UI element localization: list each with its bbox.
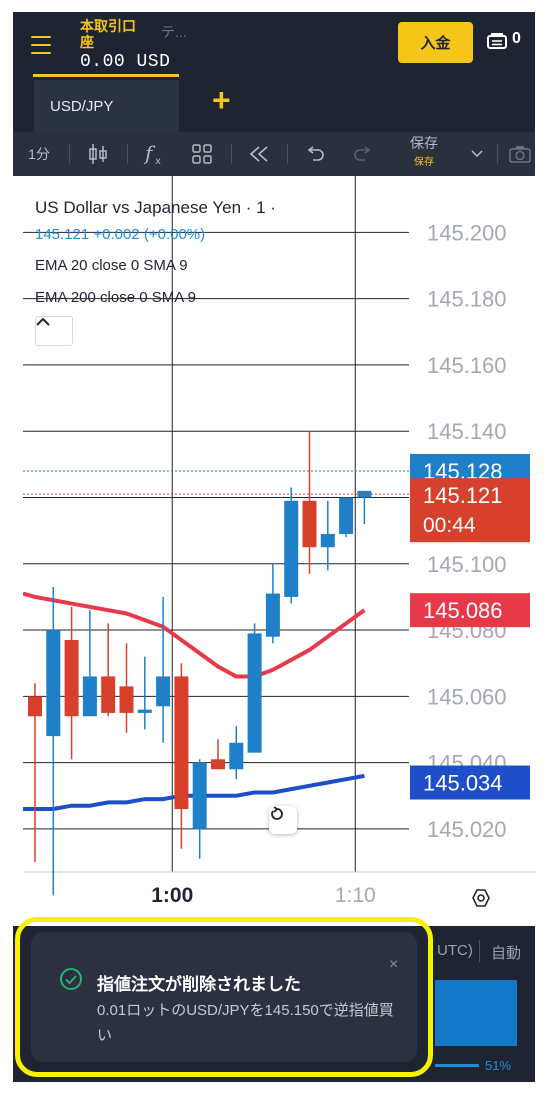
orders-icon[interactable]	[487, 33, 507, 49]
ema200-path	[23, 773, 365, 812]
ema200-line	[23, 773, 365, 812]
account-name[interactable]: 本取引口座	[80, 18, 136, 50]
candle-body	[339, 497, 354, 534]
toolbar-divider	[69, 144, 70, 164]
chart-canvas[interactable]: 145.200145.180145.160145.140145.120145.1…	[23, 176, 535, 926]
countdown-label: 00:44	[423, 514, 476, 537]
price-label-text: 145.121	[423, 483, 503, 508]
deposit-button[interactable]: 入金	[398, 22, 473, 63]
replay-rewind-icon[interactable]	[243, 132, 275, 176]
undo-icon[interactable]	[299, 132, 331, 176]
hamburger-menu-icon[interactable]	[31, 36, 51, 56]
price-label-box	[410, 593, 530, 628]
orders-count: 0	[512, 30, 521, 47]
account-active-indicator	[33, 74, 179, 77]
candle-body	[137, 709, 152, 713]
save-status: 保存	[414, 157, 434, 168]
chart-grid	[23, 176, 535, 873]
candle-body	[229, 742, 244, 770]
buy-button[interactable]	[435, 980, 517, 1046]
candle-body	[119, 686, 134, 713]
candle-body	[302, 500, 317, 548]
candle-body	[320, 533, 335, 548]
chart-settings-icon[interactable]	[471, 888, 495, 912]
ema20-line	[23, 591, 366, 679]
candle-body	[64, 640, 79, 717]
notification-toast: 指値注文が削除されました 0.01ロットのUSD/JPYを145.150で逆指値…	[31, 932, 417, 1062]
price-chart[interactable]: 145.200145.180145.160145.140145.120145.1…	[23, 176, 535, 926]
time-axis[interactable]: 1:00 1:10	[151, 884, 375, 907]
y-tick-label: 145.180	[427, 287, 507, 312]
toolbar-divider	[497, 144, 498, 164]
x-tick-label: 1:10	[335, 884, 376, 907]
toolbar-divider	[287, 144, 288, 164]
candle-type-icon[interactable]	[81, 132, 115, 176]
legend-collapse-button[interactable]	[35, 316, 73, 346]
account-balance: 0.00 USD	[80, 52, 171, 72]
save-button[interactable]: 保存	[410, 135, 438, 151]
toast-highlight-frame	[15, 917, 433, 1077]
bottom-divider	[479, 940, 480, 962]
y-tick-label: 145.160	[427, 353, 507, 378]
sentiment-percent: 51%	[485, 1058, 512, 1073]
candle-body	[46, 630, 61, 737]
chevron-up-icon	[36, 317, 50, 326]
price-label-box	[410, 765, 530, 800]
toast-message: 0.01ロットのUSD/JPYを145.150で逆指値買い	[97, 1002, 394, 1044]
candle-body	[192, 762, 207, 829]
camera-icon[interactable]	[507, 132, 533, 176]
reset-chart-button[interactable]	[269, 806, 297, 834]
legend-ema200[interactable]: EMA 200 close 0 SMA 9	[35, 289, 196, 306]
legend-symbol-title[interactable]: US Dollar vs Japanese Yen · 1 ·	[35, 198, 276, 217]
price-label-text: 145.034	[423, 771, 503, 796]
sentiment-bar	[435, 1064, 479, 1067]
legend-price-change: 145.121 +0.002 (+0.00%)	[35, 226, 206, 243]
candle-body	[156, 676, 171, 707]
candle-body	[82, 676, 97, 717]
candles	[28, 431, 372, 896]
y-tick-label: 145.200	[427, 220, 507, 245]
legend-ema20[interactable]: EMA 20 close 0 SMA 9	[35, 257, 188, 274]
ema20-path	[23, 591, 366, 679]
candle-body	[284, 500, 299, 597]
toolbar-divider	[127, 144, 128, 164]
templates-grid-icon[interactable]	[187, 132, 217, 176]
top-header: 本取引口座 テ... 0.00 USD 入金 0 USD/JPY +	[13, 12, 535, 132]
price-label-box	[410, 478, 530, 543]
candle-body	[265, 593, 280, 637]
account-tab-secondary[interactable]: テ...	[161, 24, 187, 40]
y-tick-label: 145.140	[427, 419, 507, 444]
interval-selector[interactable]: 1分	[28, 146, 50, 162]
symbol-tab-usdjpy[interactable]: USD/JPY	[34, 80, 179, 132]
toast-title: 指値注文が削除されました	[97, 975, 301, 994]
reset-icon	[271, 806, 283, 820]
close-icon[interactable]: ×	[389, 956, 399, 973]
check-circle-icon	[60, 968, 82, 990]
candle-body	[247, 633, 262, 753]
toolbar-divider	[231, 144, 232, 164]
auto-scale-button[interactable]: 自動	[491, 945, 522, 962]
candle-body	[28, 696, 42, 717]
y-tick-label: 145.100	[427, 552, 507, 577]
svg-text:x: x	[155, 156, 161, 166]
y-tick-label: 145.060	[427, 684, 507, 709]
add-tab-button[interactable]: +	[212, 82, 231, 118]
y-tick-label: 145.020	[427, 817, 507, 842]
candle-body	[211, 759, 225, 770]
redo-icon[interactable]	[347, 132, 379, 176]
price-label-text: 145.086	[423, 598, 503, 623]
candle-body	[101, 676, 116, 713]
timezone-label[interactable]: UTC)	[437, 942, 473, 959]
x-tick-label: 1:00	[151, 884, 193, 907]
candle-body	[174, 676, 189, 810]
chevron-down-icon[interactable]	[465, 132, 489, 176]
